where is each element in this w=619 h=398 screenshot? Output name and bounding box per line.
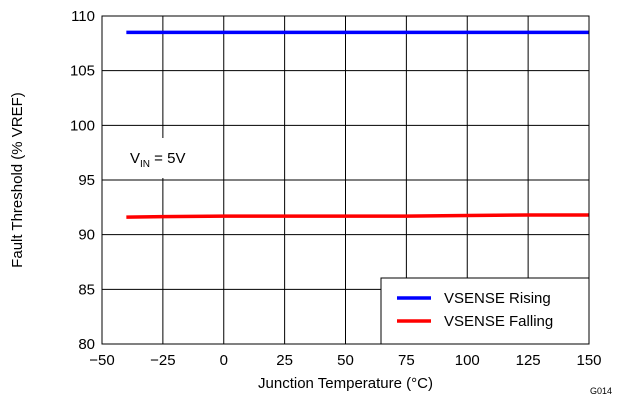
y-tick-label: 110 [71,8,95,25]
x-tick-label: 125 [516,352,541,369]
vin-annotation: VIN = 5V [114,138,208,178]
annotation-base: V [130,150,140,167]
y-tick-label: 105 [70,63,95,80]
x-tick-label: 0 [220,352,228,369]
x-tick-label: −50 [89,352,114,369]
annotation-subscript: IN [140,159,150,170]
series-line-vsense-falling [126,215,589,217]
legend-label-vsense-rising: VSENSE Rising [444,290,551,307]
y-tick-label: 90 [78,227,95,244]
y-tick-label: 100 [70,117,95,134]
y-tick-label: 80 [78,336,95,353]
x-tick-label: 50 [337,352,354,369]
x-tick-label: 150 [576,352,601,369]
legend-label-vsense-falling: VSENSE Falling [444,313,553,330]
legend-box [381,278,589,344]
series-lines [126,32,589,217]
y-tick-label: 85 [78,281,95,298]
y-tick-label: 95 [78,172,95,189]
x-tick-labels: −50 −25 0 25 50 75 100 125 150 [89,352,601,369]
x-tick-label: 75 [398,352,415,369]
x-axis-label: Junction Temperature (°C) [258,375,433,392]
y-axis-label: Fault Threshold (% VREF) [9,92,26,268]
y-tick-labels: 80 85 90 95 100 105 110 [70,8,95,353]
figure-id: G014 [590,386,612,396]
x-tick-label: 100 [455,352,480,369]
annotation-suffix: = 5V [150,150,185,167]
legend: VSENSE Rising VSENSE Falling [381,278,589,344]
x-tick-label: 25 [276,352,293,369]
x-tick-label: −25 [150,352,175,369]
